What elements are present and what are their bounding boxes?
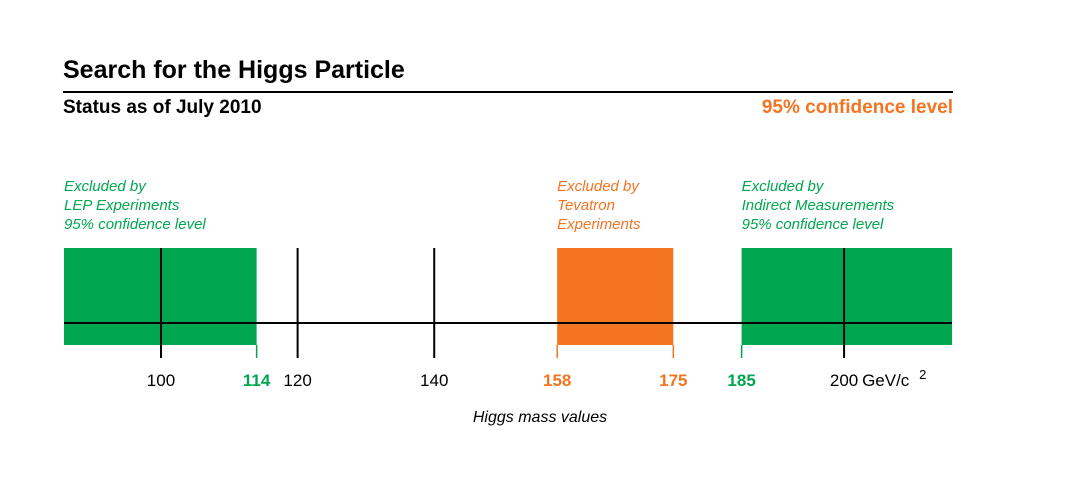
- region-label: Indirect Measurements: [742, 197, 895, 214]
- tick-label: 140: [420, 371, 448, 390]
- region-label: Tevatron: [557, 197, 615, 214]
- tick-label: 120: [283, 371, 311, 390]
- tick-label: 185: [727, 371, 755, 390]
- region-label: Excluded by: [742, 178, 825, 195]
- tick-label: 175: [659, 371, 687, 390]
- region-label: LEP Experiments: [64, 197, 180, 214]
- tick-label: 158: [543, 371, 571, 390]
- region-label: 95% confidence level: [742, 216, 884, 233]
- region-label: Excluded by: [557, 178, 640, 195]
- unit-label: GeV/c: [862, 371, 910, 390]
- excluded-region: [557, 248, 674, 345]
- title-divider: [63, 91, 953, 93]
- region-label: Experiments: [557, 216, 641, 233]
- region-label: Excluded by: [64, 178, 147, 195]
- unit-superscript: 2: [919, 367, 926, 382]
- chart-title: Search for the Higgs Particle: [63, 56, 405, 84]
- region-label: 95% confidence level: [64, 216, 206, 233]
- confidence-level-label: 95% confidence level: [761, 97, 953, 118]
- tick-label: 200: [830, 371, 858, 390]
- tick-label: 100: [147, 371, 175, 390]
- excluded-region: [741, 248, 952, 345]
- tick-label: 114: [243, 371, 271, 390]
- chart-subtitle: Status as of July 2010: [63, 97, 262, 118]
- x-axis-label: Higgs mass values: [473, 409, 607, 426]
